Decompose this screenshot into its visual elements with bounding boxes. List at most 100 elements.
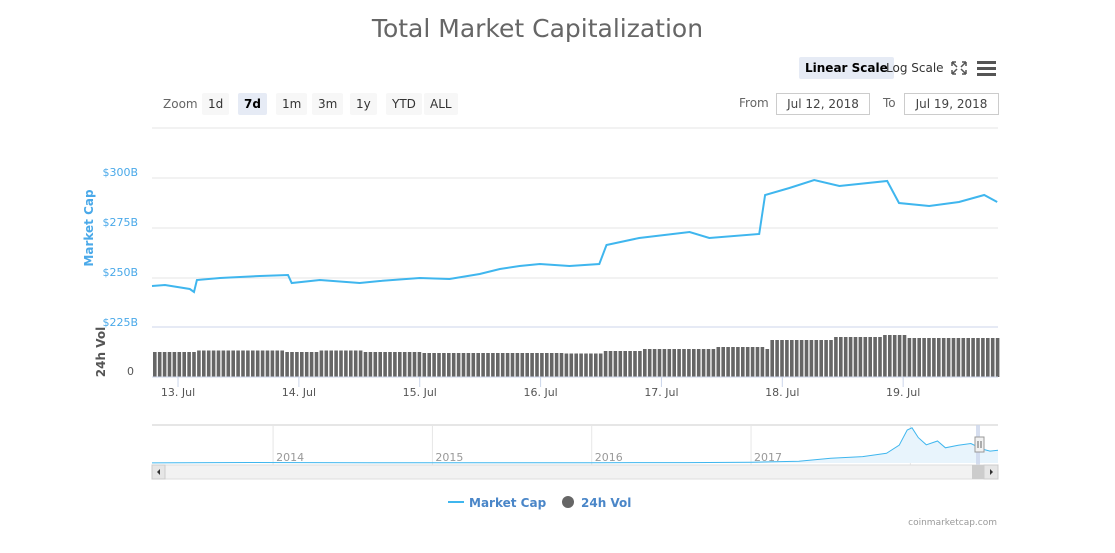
volume-bar: [790, 340, 794, 377]
log-scale-button[interactable]: Log Scale: [886, 61, 944, 75]
volume-bar: [794, 340, 799, 377]
credit-link[interactable]: coinmarketcap.com: [908, 518, 997, 528]
volume-bar: [775, 340, 779, 377]
volume-bar: [177, 352, 182, 377]
volume-bar: [491, 353, 495, 377]
volume-bar: [442, 353, 446, 377]
x-tick-label: 14. Jul: [282, 386, 316, 399]
volume-bar: [701, 349, 706, 377]
volume-bar: [951, 338, 956, 377]
navigator-year-label: 2014: [276, 451, 304, 464]
volume-bar: [603, 351, 608, 377]
volume-bar: [358, 350, 363, 377]
navigator-year-label: 2016: [595, 451, 623, 464]
zoom-button-1y[interactable]: 1y: [350, 93, 377, 115]
zoom-button-1d[interactable]: 1d: [202, 93, 230, 115]
volume-bar: [711, 349, 716, 377]
volume-bar: [785, 340, 789, 377]
volume-bar: [843, 337, 848, 377]
volume-bar: [241, 350, 245, 377]
volume-bar: [628, 351, 632, 377]
volume-bar: [589, 353, 593, 377]
from-date-input[interactable]: Jul 12, 2018: [776, 93, 870, 115]
volume-bar: [623, 351, 627, 377]
volume-bar: [368, 352, 373, 377]
volume-bar: [677, 349, 681, 377]
y-tick-label: $300B: [102, 166, 138, 179]
volume-bar: [339, 350, 343, 377]
volume-bar: [481, 353, 485, 377]
zoom-button-1m[interactable]: 1m: [276, 93, 308, 115]
volume-bar: [314, 352, 319, 377]
volume-bar: [260, 350, 265, 377]
volume-bar: [172, 352, 177, 377]
volume-bar: [848, 337, 853, 377]
volume-bar: [216, 350, 221, 377]
volume-bar: [398, 352, 402, 377]
zoom-button-3m[interactable]: 3m: [312, 93, 344, 115]
volume-bar: [770, 340, 774, 377]
volume-bar: [334, 350, 338, 377]
market-cap-line: [151, 178, 998, 294]
zoom-button-ytd[interactable]: YTD: [386, 93, 422, 115]
volume-bar: [349, 350, 353, 377]
arrow-left-icon: [157, 469, 160, 475]
volume-bar: [162, 352, 167, 377]
volume-bar: [417, 352, 422, 377]
volume-bar: [525, 353, 529, 377]
hamburger-icon[interactable]: [977, 60, 997, 80]
volume-bar: [251, 350, 255, 377]
volume-bar: [285, 352, 289, 377]
legend-item-24h-vol[interactable]: 24h Vol: [562, 496, 631, 510]
volume-bar: [863, 337, 868, 377]
volume-bar: [721, 347, 725, 377]
navigator-scrollbar[interactable]: [151, 464, 999, 480]
arrow-right-icon: [990, 469, 993, 475]
to-date-input[interactable]: Jul 19, 2018: [904, 93, 999, 115]
scrollbar-thumb[interactable]: [972, 465, 984, 479]
volume-bar: [197, 350, 201, 377]
volume-bar: [324, 350, 329, 377]
volume-bar: [618, 351, 623, 377]
volume-bar: [574, 353, 578, 377]
x-tick-label: 13. Jul: [161, 386, 195, 399]
volume-bar: [907, 338, 912, 377]
zoom-button-all[interactable]: ALL: [424, 93, 458, 115]
volume-bar: [270, 350, 275, 377]
volume-bar: [275, 350, 280, 377]
volume-bar: [741, 347, 745, 377]
legend-item-market-cap[interactable]: Market Cap: [448, 496, 547, 510]
navigator-line: [151, 427, 999, 464]
volume-bar: [814, 340, 819, 377]
volume-bar: [990, 338, 995, 377]
volume-bar: [981, 338, 985, 377]
volume-legend-symbol: [562, 496, 574, 508]
volume-bar: [564, 353, 569, 377]
volume-bar: [731, 347, 735, 377]
volume-bar: [682, 349, 686, 377]
linear-scale-button[interactable]: Linear Scale: [799, 57, 894, 79]
volume-bar: [868, 337, 872, 377]
volume-bar: [520, 353, 525, 377]
volume-bar: [378, 352, 382, 377]
volume-bar: [265, 350, 270, 377]
expand-icon[interactable]: [950, 60, 968, 80]
volume-bar: [456, 353, 461, 377]
volume-bar: [540, 353, 544, 377]
volume-bar: [922, 338, 926, 377]
zoom-button-7d[interactable]: 7d: [238, 93, 267, 115]
volume-bar: [461, 353, 466, 377]
volume-bar: [687, 349, 691, 377]
volume-bar: [824, 340, 828, 377]
volume-bar: [662, 349, 667, 377]
volume-bar: [932, 338, 936, 377]
volume-bar: [451, 353, 456, 377]
navigator-handle[interactable]: [974, 436, 985, 453]
volume-bar: [956, 338, 961, 377]
volume-bar: [476, 353, 480, 377]
volume-bar: [246, 350, 250, 377]
volume-bar: [745, 347, 750, 377]
volume-zero-tick: 0: [127, 365, 134, 378]
x-tick-label: 18. Jul: [765, 386, 799, 399]
navigator[interactable]: 20142015201620172018: [151, 424, 999, 465]
